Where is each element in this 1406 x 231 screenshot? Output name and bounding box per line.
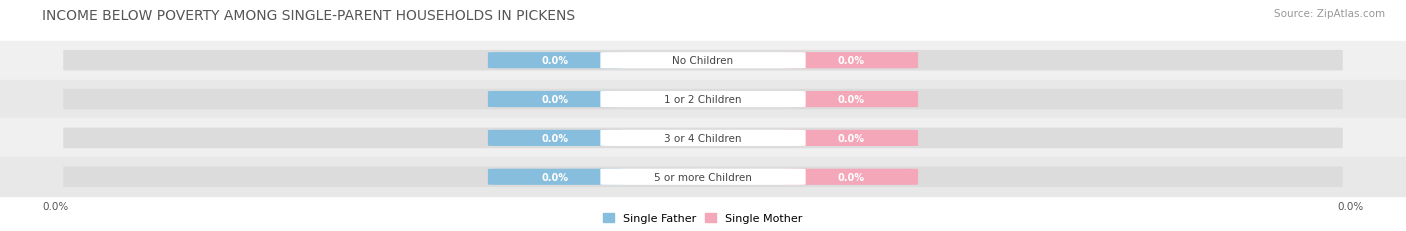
- Text: 1 or 2 Children: 1 or 2 Children: [664, 95, 742, 105]
- Text: 0.0%: 0.0%: [837, 95, 865, 105]
- FancyBboxPatch shape: [783, 53, 918, 69]
- FancyBboxPatch shape: [488, 91, 623, 108]
- Text: INCOME BELOW POVERTY AMONG SINGLE-PARENT HOUSEHOLDS IN PICKENS: INCOME BELOW POVERTY AMONG SINGLE-PARENT…: [42, 9, 575, 23]
- Text: 0.0%: 0.0%: [837, 172, 865, 182]
- Text: 0.0%: 0.0%: [541, 172, 569, 182]
- FancyBboxPatch shape: [600, 53, 806, 69]
- Text: 3 or 4 Children: 3 or 4 Children: [664, 133, 742, 143]
- Text: 0.0%: 0.0%: [541, 56, 569, 66]
- FancyBboxPatch shape: [783, 130, 918, 146]
- Text: 0.0%: 0.0%: [837, 133, 865, 143]
- FancyBboxPatch shape: [783, 91, 918, 108]
- FancyBboxPatch shape: [600, 169, 806, 185]
- FancyBboxPatch shape: [488, 130, 623, 146]
- FancyBboxPatch shape: [783, 169, 918, 185]
- Text: 0.0%: 0.0%: [1337, 201, 1364, 211]
- Text: No Children: No Children: [672, 56, 734, 66]
- FancyBboxPatch shape: [63, 167, 1343, 187]
- Text: 0.0%: 0.0%: [837, 56, 865, 66]
- Legend: Single Father, Single Mother: Single Father, Single Mother: [600, 211, 806, 225]
- FancyBboxPatch shape: [63, 51, 1343, 71]
- Text: Source: ZipAtlas.com: Source: ZipAtlas.com: [1274, 9, 1385, 19]
- FancyBboxPatch shape: [600, 91, 806, 108]
- FancyBboxPatch shape: [63, 128, 1343, 149]
- Text: 0.0%: 0.0%: [541, 133, 569, 143]
- Text: 0.0%: 0.0%: [541, 95, 569, 105]
- FancyBboxPatch shape: [488, 169, 623, 185]
- FancyBboxPatch shape: [63, 89, 1343, 110]
- FancyBboxPatch shape: [600, 130, 806, 146]
- FancyBboxPatch shape: [488, 53, 623, 69]
- Text: 0.0%: 0.0%: [42, 201, 69, 211]
- Text: 5 or more Children: 5 or more Children: [654, 172, 752, 182]
